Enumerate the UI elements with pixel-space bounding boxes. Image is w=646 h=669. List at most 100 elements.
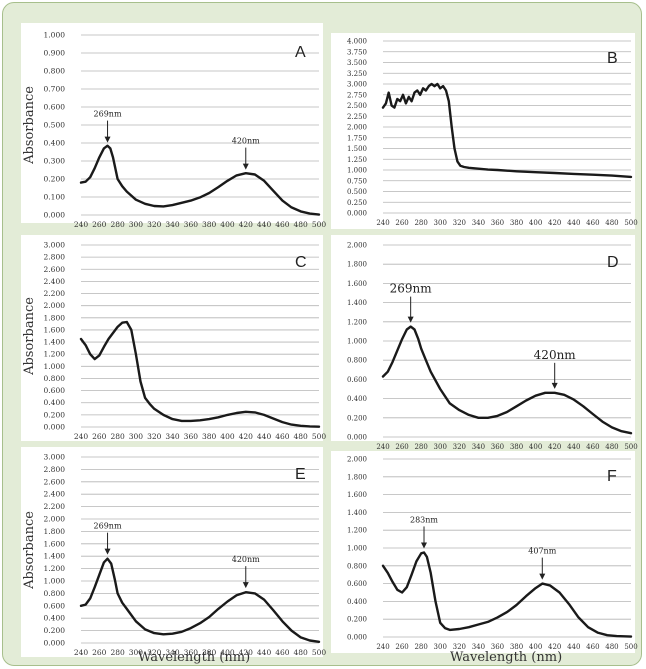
x-tick-label: 460: [275, 220, 290, 229]
panel-background: [21, 235, 323, 441]
chart-panel-e: 0.000 0.200 0.400 0.600 0.800 1.000 1.200 1.400…: [21, 447, 326, 657]
y-tick-label: 2.000: [347, 456, 367, 464]
y-tick-label: 0.600: [44, 386, 66, 395]
x-tick-label: 500: [624, 443, 637, 451]
x-tick-label: 460: [586, 443, 599, 451]
x-tick-label: 340: [472, 643, 485, 651]
x-tick-label: 360: [184, 432, 199, 441]
x-tick-label: 400: [220, 432, 235, 441]
x-tick-label: 260: [92, 648, 107, 657]
x-tick-label: 280: [414, 643, 427, 651]
x-tick-label: 400: [529, 443, 542, 451]
y-tick-label: 3.500: [347, 59, 367, 67]
y-tick-label: 0.000: [44, 423, 66, 432]
panel-letter: C: [295, 254, 307, 271]
absorbance-curve: [79, 320, 321, 428]
y-tick-label: 1.200: [44, 350, 66, 359]
x-tick-label: 400: [529, 643, 542, 651]
x-tick-label: 340: [472, 219, 485, 227]
x-tick-label: 380: [510, 219, 523, 227]
x-tick-label: 320: [453, 219, 466, 227]
x-tick-label: 300: [129, 220, 144, 229]
chart-panel-c: 0.000 0.200 0.400 0.600 0.800 1.000 1.200 1.400…: [21, 235, 326, 441]
x-tick-label: 300: [434, 219, 447, 227]
peak-label: 283nm: [410, 515, 438, 524]
x-tick-label: 500: [312, 432, 327, 441]
x-tick-label: 480: [294, 220, 309, 229]
y-tick-label: 2.800: [44, 465, 66, 474]
y-tick-label: 1.600: [44, 325, 66, 334]
y-tick-label: 1.000: [347, 167, 367, 175]
x-tick-label: 260: [92, 220, 107, 229]
x-tick-label: 360: [184, 648, 199, 657]
x-tick-label: 360: [491, 443, 504, 451]
y-tick-label: 1.000: [347, 338, 367, 346]
y-tick-label: 1.800: [347, 261, 367, 269]
y-tick-label: 1.400: [347, 299, 367, 307]
y-tick-label: 0.600: [347, 376, 367, 384]
y-tick-label: 1.000: [44, 577, 66, 586]
x-tick-label: 380: [202, 648, 217, 657]
x-tick-label: 280: [414, 219, 427, 227]
absorbance-curve: [381, 325, 633, 435]
y-tick-label: 0.250: [347, 199, 367, 207]
y-tick-label: 1.800: [44, 313, 66, 322]
y-tick-label: 1.000: [347, 545, 367, 553]
x-axis-label-left: Wavelength (nm): [138, 650, 251, 665]
y-tick-label: 2.750: [347, 91, 367, 99]
y-tick-label: 1.400: [44, 552, 66, 561]
x-tick-label: 380: [202, 220, 217, 229]
x-tick-label: 460: [275, 432, 290, 441]
panel-letter: B: [607, 50, 618, 67]
y-tick-label: 2.000: [44, 515, 66, 524]
absorbance-curve: [381, 82, 633, 179]
x-tick-label: 440: [257, 220, 272, 229]
x-tick-label: 320: [453, 443, 466, 451]
x-tick-label: 260: [92, 432, 107, 441]
x-tick-label: 340: [165, 432, 180, 441]
x-tick-label: 240: [376, 643, 389, 651]
y-axis-label: Absorbance: [22, 297, 37, 376]
x-tick-label: 260: [395, 219, 408, 227]
peak-arrow-head: [421, 542, 428, 549]
peak-arrow-head: [242, 582, 249, 589]
x-tick-label: 400: [220, 648, 235, 657]
x-tick-label: 480: [605, 443, 618, 451]
peak-arrow-head: [539, 573, 546, 580]
y-tick-label: 2.500: [347, 102, 367, 110]
peak-arrow-head: [407, 316, 414, 323]
x-tick-label: 500: [624, 643, 637, 651]
x-tick-label: 440: [257, 432, 272, 441]
x-tick-label: 420: [239, 432, 254, 441]
panel-letter: A: [295, 44, 306, 61]
x-tick-label: 280: [110, 220, 125, 229]
y-tick-label: 1.000: [44, 31, 66, 40]
y-tick-label: 3.250: [347, 70, 367, 78]
y-tick-label: 3.750: [347, 48, 367, 56]
y-tick-label: 4.000: [347, 38, 367, 46]
panel-letter: D: [607, 254, 619, 271]
x-tick-label: 400: [220, 220, 235, 229]
y-tick-label: 1.200: [44, 564, 66, 573]
x-tick-label: 340: [165, 220, 180, 229]
y-tick-label: 1.600: [44, 539, 66, 548]
y-tick-label: 0.000: [44, 211, 66, 220]
chart-panel-f: 0.000 0.200 0.400 0.600 0.800 1.000 1.200 1.400…: [331, 451, 638, 653]
x-tick-label: 440: [567, 443, 580, 451]
x-tick-label: 280: [110, 648, 125, 657]
y-axis-label: Absorbance: [22, 86, 37, 165]
x-tick-label: 300: [129, 648, 144, 657]
x-tick-label: 420: [239, 648, 254, 657]
x-tick-label: 420: [548, 443, 561, 451]
y-tick-label: 2.800: [44, 253, 66, 262]
y-tick-label: 2.200: [44, 289, 66, 298]
chart-panel-b: 0.000 0.250 0.500 0.750 1.000 1.250 1.500 1.750…: [331, 33, 638, 229]
panel-background: [21, 447, 323, 657]
y-tick-label: 2.400: [44, 277, 66, 286]
x-tick-label: 480: [294, 648, 309, 657]
y-tick-label: 1.000: [44, 362, 66, 371]
absorbance-curve: [381, 551, 633, 638]
y-tick-label: 2.400: [44, 490, 66, 499]
x-tick-label: 500: [312, 220, 327, 229]
x-tick-label: 380: [510, 643, 523, 651]
